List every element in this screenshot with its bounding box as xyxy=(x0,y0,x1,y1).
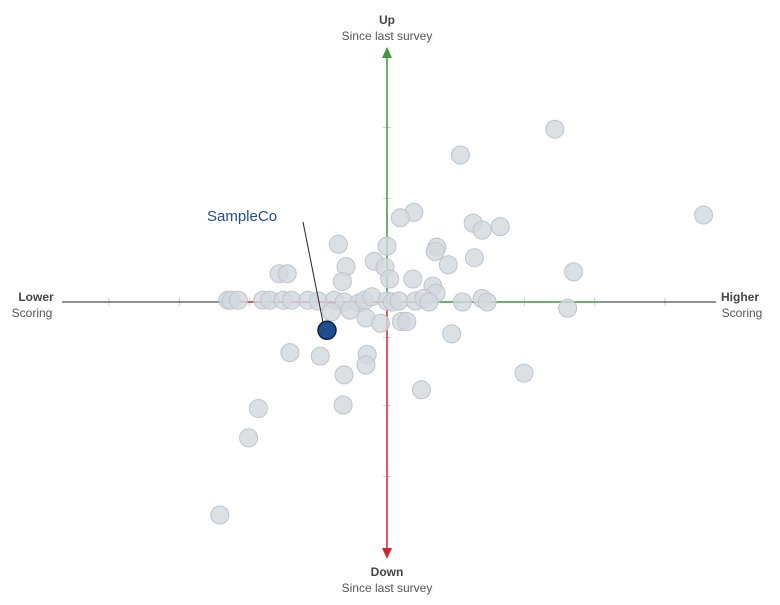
up-axis-subtitle: Since last survey xyxy=(342,29,433,43)
scatter-point[interactable] xyxy=(340,300,360,320)
scatter-point[interactable] xyxy=(450,145,470,165)
scatter-point[interactable] xyxy=(472,220,492,240)
down-axis-subtitle: Since last survey xyxy=(342,581,433,595)
scatter-point[interactable] xyxy=(332,272,352,291)
scatter-point[interactable] xyxy=(377,236,397,256)
scatter-point[interactable] xyxy=(277,264,297,284)
scatter-points xyxy=(210,119,714,525)
scatter-point[interactable] xyxy=(334,365,354,385)
scatter-point[interactable] xyxy=(389,291,409,311)
highlight-point[interactable] xyxy=(317,320,337,341)
scatter-point[interactable] xyxy=(248,399,268,418)
scatter-point[interactable] xyxy=(419,292,439,312)
scatter-point[interactable] xyxy=(321,302,341,322)
scatter-point[interactable] xyxy=(397,312,417,331)
scatter-point[interactable] xyxy=(425,241,445,261)
scatter-point[interactable] xyxy=(477,292,497,312)
scatter-point[interactable] xyxy=(545,119,565,139)
scatter-point[interactable] xyxy=(564,262,584,282)
axis-labels: Up Since last survey Down Since last sur… xyxy=(12,13,763,595)
scatter-point[interactable] xyxy=(280,343,300,363)
scatter-point[interactable] xyxy=(464,248,484,268)
left-axis-title: Lower xyxy=(18,290,54,304)
scatter-point[interactable] xyxy=(452,292,472,312)
scatter-point[interactable] xyxy=(380,269,400,289)
scatter-point[interactable] xyxy=(210,505,230,525)
scatter-point[interactable] xyxy=(328,234,348,254)
scatter-point[interactable] xyxy=(558,298,578,318)
scatter-point[interactable] xyxy=(371,313,391,333)
scatter-point[interactable] xyxy=(442,324,462,344)
down-arrow-icon xyxy=(382,548,392,559)
highlight-label: SampleCo xyxy=(207,208,277,225)
right-axis-title: Higher xyxy=(721,290,759,304)
scatter-point[interactable] xyxy=(333,395,353,415)
scatter-point[interactable] xyxy=(239,428,259,448)
scatter-point[interactable] xyxy=(228,290,248,310)
down-axis-title: Down xyxy=(371,565,404,579)
scatter-point[interactable] xyxy=(403,269,423,289)
scatter-point[interactable] xyxy=(310,346,330,366)
scatter-point[interactable] xyxy=(282,290,301,310)
right-axis-subtitle: Scoring xyxy=(722,306,763,320)
scatter-point[interactable] xyxy=(356,355,376,375)
scatter-point[interactable] xyxy=(412,380,431,400)
scatter-point[interactable] xyxy=(490,217,510,237)
up-axis-title: Up xyxy=(379,13,395,27)
scatter-point[interactable] xyxy=(390,208,410,228)
scatter-point[interactable] xyxy=(438,255,458,275)
scatter-point[interactable] xyxy=(694,205,714,225)
scatter-point[interactable] xyxy=(514,363,534,383)
callout-leader-line xyxy=(302,221,324,323)
left-axis-subtitle: Scoring xyxy=(12,306,53,320)
highlight-layer: SampleCo xyxy=(207,208,337,341)
up-arrow-icon xyxy=(382,47,392,58)
